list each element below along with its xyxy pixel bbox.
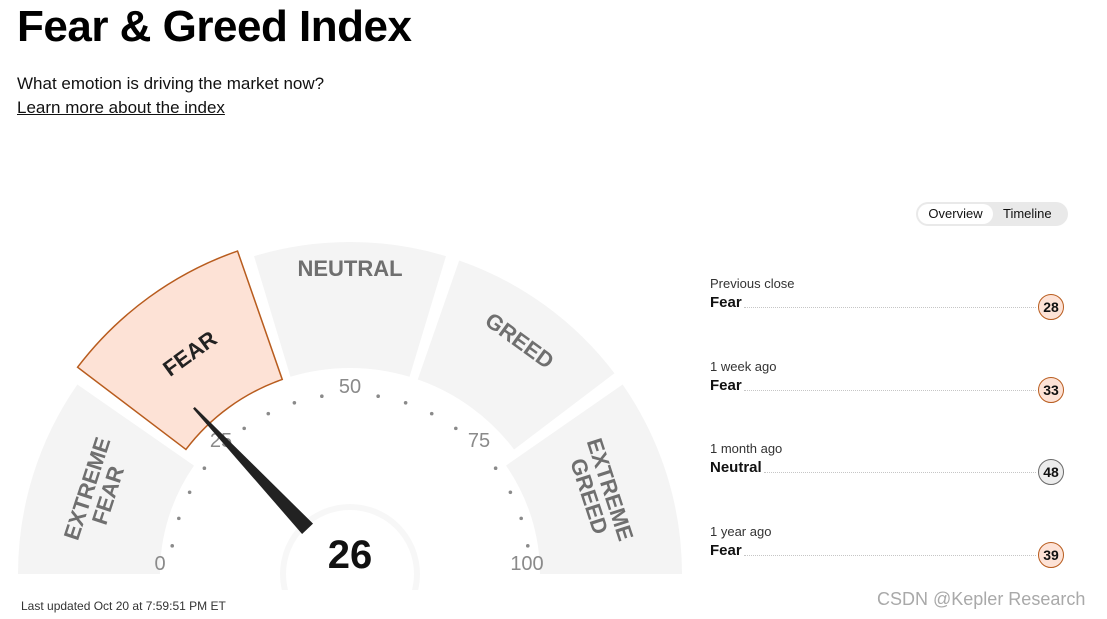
dotted-divider: [744, 554, 1036, 556]
scale-dot: [266, 411, 271, 416]
scale-dot: [202, 466, 207, 470]
tick-label-0: 0: [154, 553, 165, 575]
scale-dot: [170, 544, 175, 548]
history-item-1-year-ago: 1 year ago Fear 39: [710, 518, 1066, 601]
scale-dot: [454, 426, 458, 431]
learn-more-link[interactable]: Learn more about the index: [17, 98, 225, 117]
history-item-1-month-ago: 1 month ago Neutral 48: [710, 435, 1066, 518]
history-item-previous-close: Previous close Fear 28: [710, 270, 1066, 353]
scale-dot: [320, 394, 324, 399]
scale-dot: [292, 401, 297, 405]
segment-label-neutral: NEUTRAL: [297, 256, 402, 281]
view-toggle: Overview Timeline: [916, 202, 1068, 226]
history-label: 1 month ago: [710, 441, 783, 456]
segment-extreme-fear: [18, 384, 194, 574]
history-score-badge: 28: [1038, 294, 1064, 320]
scale-dot: [177, 516, 181, 521]
history-score-badge: 33: [1038, 376, 1064, 403]
scale-dot: [525, 544, 530, 548]
scale-dot: [493, 466, 498, 470]
segment-extreme-greed: [506, 384, 682, 574]
tick-label-100: 100: [510, 553, 543, 575]
scale-dot: [187, 490, 192, 495]
history-item-1-week-ago: 1 week ago Fear 33: [710, 353, 1066, 436]
history-sentiment: Fear: [710, 294, 742, 311]
history-label: Previous close: [710, 276, 795, 291]
segment-neutral: [254, 242, 446, 377]
scale-dot: [508, 490, 513, 495]
dotted-divider: [744, 307, 1036, 308]
gauge-needle: [193, 406, 314, 534]
scale-dot: [242, 426, 246, 431]
watermark: CSDN @Kepler Research: [877, 589, 1086, 609]
history-label: 1 year ago: [710, 523, 772, 539]
tick-label-75: 75: [468, 430, 490, 452]
page-subtitle: What emotion is driving the market now?: [17, 74, 325, 93]
history-score-badge: 39: [1038, 541, 1064, 568]
historical-values: Previous close Fear 28 1 week ago Fear 3…: [710, 270, 1066, 600]
history-label: 1 week ago: [710, 358, 777, 374]
scale-dot: [429, 411, 434, 416]
last-updated-text: Last updated Oct 20 at 7:59:51 PM ET: [21, 599, 226, 613]
scale-dot: [519, 516, 523, 521]
center-disc: [286, 510, 414, 590]
scale-dot: [403, 401, 408, 405]
dotted-divider: [764, 472, 1036, 473]
history-sentiment: Fear: [710, 541, 742, 559]
history-sentiment: Neutral: [710, 459, 762, 476]
tick-label-50: 50: [339, 376, 361, 398]
timeline-toggle-button[interactable]: Timeline: [1003, 206, 1052, 221]
segment-greed: [417, 260, 615, 450]
segment-fear: [76, 250, 284, 451]
overview-toggle-button[interactable]: Overview: [918, 204, 993, 224]
page-title: Fear & Greed Index: [17, 2, 412, 51]
gauge-value: 26: [328, 533, 373, 577]
scale-dot: [376, 394, 380, 399]
dotted-divider: [744, 389, 1036, 391]
fear-greed-gauge: 0 25 50 75 100 EXTREMEFEARFEARNEUTRALGRE…: [18, 242, 682, 590]
history-sentiment: Fear: [710, 376, 742, 394]
history-score-badge: 48: [1038, 459, 1064, 485]
